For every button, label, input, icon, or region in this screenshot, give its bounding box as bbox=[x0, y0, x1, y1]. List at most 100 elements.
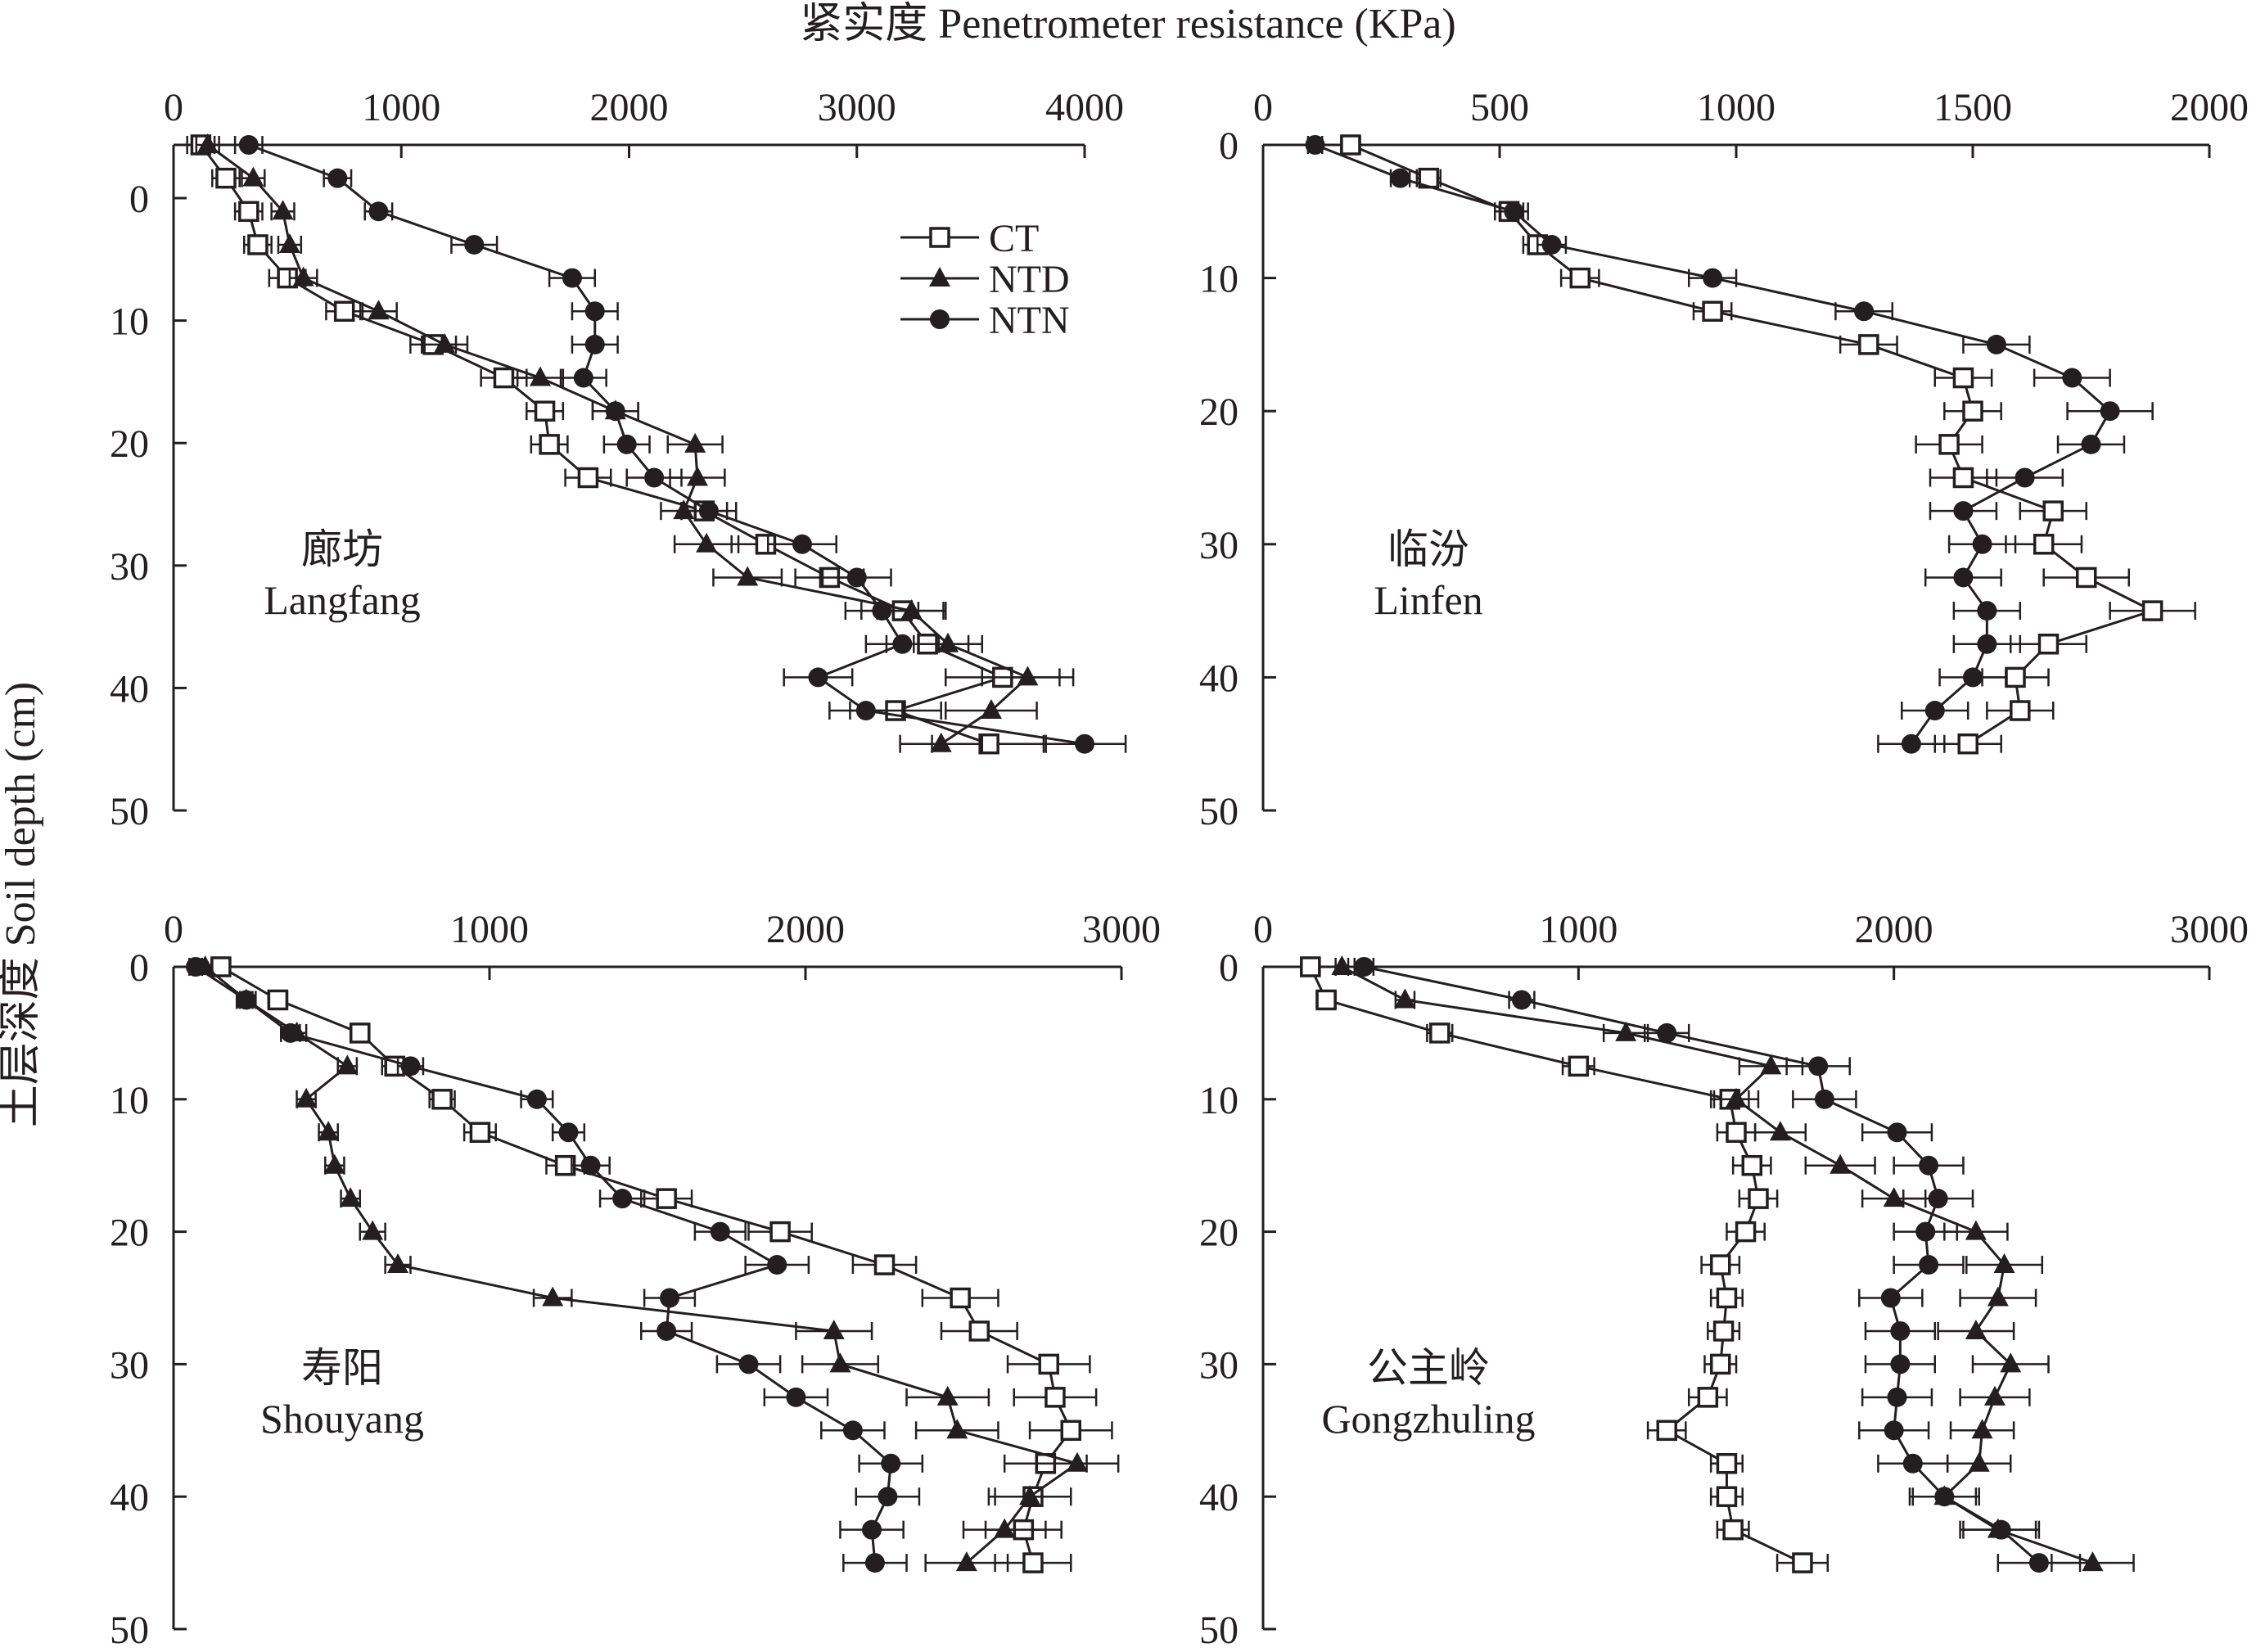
marker-ntn-circle bbox=[808, 667, 828, 688]
marker-ntd-triangle bbox=[362, 1220, 384, 1240]
marker-ct-square bbox=[1716, 1486, 1738, 1507]
marker-ntn-circle bbox=[2100, 401, 2120, 422]
legend-label-ntn: NTN bbox=[989, 299, 1070, 342]
series-ct bbox=[1299, 956, 1829, 1573]
marker-ntn-circle bbox=[881, 1453, 901, 1474]
marker-ntd-triangle bbox=[387, 1253, 409, 1274]
y-tick-label: 30 bbox=[1199, 524, 1239, 567]
y-tick-label: 50 bbox=[1199, 1609, 1239, 1652]
marker-ntn-circle bbox=[786, 1387, 806, 1407]
y-tick-label: 10 bbox=[110, 300, 149, 344]
panel-top-right: 0 500 1000 1500 2000 0 10 20 30 40 50 临汾 Linfen bbox=[1199, 86, 2249, 833]
marker-ntd-triangle bbox=[1769, 1121, 1791, 1141]
marker-ntd-triangle bbox=[1965, 1220, 1987, 1240]
marker-ntn-circle bbox=[862, 1519, 882, 1540]
marker-ntn-circle bbox=[698, 501, 719, 521]
marker-ntd-triangle bbox=[196, 133, 219, 153]
marker-ct-square bbox=[493, 367, 515, 389]
series-line bbox=[1315, 143, 2112, 745]
marker-ct-square bbox=[2075, 566, 2097, 589]
marker-ct-square bbox=[215, 167, 237, 189]
marker-ntn-circle bbox=[1808, 1056, 1829, 1077]
marker-ntn-circle bbox=[464, 234, 485, 255]
marker-ntn-circle bbox=[1986, 334, 2006, 354]
marker-ct-square bbox=[873, 1254, 896, 1275]
marker-ct-square bbox=[1962, 400, 1983, 422]
marker-ntd-triangle bbox=[929, 267, 950, 287]
series-ntn bbox=[1305, 135, 2154, 754]
x-tick-label: 4000 bbox=[1045, 86, 1124, 129]
marker-ct-square bbox=[1038, 1353, 1059, 1375]
x-tick-label: 0 bbox=[1253, 908, 1273, 951]
marker-ct-square bbox=[1569, 267, 1591, 289]
marker-ntn-circle bbox=[872, 601, 892, 621]
marker-ntn-circle bbox=[368, 201, 389, 222]
marker-ntn-circle bbox=[644, 467, 665, 488]
x-tick-label: 3000 bbox=[1082, 908, 1161, 951]
marker-ntn-circle bbox=[930, 309, 950, 329]
marker-ct-square bbox=[238, 201, 259, 223]
marker-ntn-circle bbox=[236, 990, 256, 1010]
marker-ntn-circle bbox=[1977, 634, 1997, 654]
marker-ntn-circle bbox=[846, 567, 867, 588]
y-tick-label: 0 bbox=[129, 178, 149, 221]
marker-ntn-circle bbox=[605, 401, 625, 422]
x-tick-label: 1000 bbox=[1697, 86, 1775, 129]
panel-label-cn: 临汾 bbox=[1387, 526, 1469, 572]
marker-ct-square bbox=[1697, 1387, 1719, 1408]
marker-ntd-triangle bbox=[980, 699, 1002, 720]
marker-ntd-triangle bbox=[1615, 1021, 1637, 1041]
panel-label-en: Shouyang bbox=[260, 1396, 424, 1442]
legend-label-ct: CT bbox=[989, 217, 1039, 260]
marker-ntd-triangle bbox=[937, 632, 959, 652]
marker-ntn-circle bbox=[1814, 1089, 1834, 1109]
marker-ntn-circle bbox=[1504, 201, 1524, 222]
marker-ntd-triangle bbox=[336, 1054, 359, 1075]
marker-ct-square bbox=[2010, 700, 2031, 721]
marker-ct-square bbox=[1060, 1420, 1081, 1442]
marker-ct-square bbox=[950, 1287, 971, 1309]
series-line bbox=[248, 143, 1085, 746]
y-tick-label: 40 bbox=[110, 667, 149, 711]
y-tick-label: 20 bbox=[1199, 390, 1239, 434]
marker-ct-square bbox=[349, 1022, 371, 1044]
y-tick-label: 0 bbox=[1219, 946, 1239, 990]
marker-ntn-circle bbox=[2028, 1553, 2049, 1573]
marker-ct-square bbox=[1568, 1055, 1590, 1077]
marker-ntn-circle bbox=[1075, 733, 1094, 754]
marker-ntn-circle bbox=[1890, 1320, 1911, 1341]
x-tick-label: 2000 bbox=[2170, 86, 2249, 129]
marker-ntn-circle bbox=[1915, 1221, 1936, 1242]
marker-ntn-circle bbox=[526, 1089, 547, 1109]
series-ntn bbox=[1353, 957, 2082, 1573]
marker-ct-square bbox=[1045, 1387, 1066, 1408]
marker-ct-square bbox=[1429, 1022, 1451, 1044]
marker-ct-square bbox=[1340, 134, 1361, 156]
y-tick-label: 20 bbox=[1199, 1212, 1239, 1255]
marker-ntn-circle bbox=[1887, 1122, 1907, 1143]
marker-ntn-circle bbox=[767, 1255, 787, 1275]
marker-ct-square bbox=[1315, 989, 1337, 1011]
y-tick-label: 40 bbox=[110, 1476, 149, 1519]
marker-ct-square bbox=[267, 989, 289, 1011]
series-ct bbox=[210, 956, 1113, 1573]
marker-ntn-circle bbox=[238, 135, 259, 155]
marker-ntd-triangle bbox=[1017, 666, 1039, 686]
x-axis-title: 紧实度 Penetrometer resistance (KPa) bbox=[800, 1, 1455, 47]
marker-ct-square bbox=[1952, 367, 1974, 389]
marker-ntn-circle bbox=[1924, 701, 1945, 721]
series-ntn bbox=[233, 135, 1127, 754]
marker-ntn-circle bbox=[186, 957, 206, 977]
marker-ntn-circle bbox=[573, 368, 593, 388]
marker-ct-square bbox=[1741, 1154, 1763, 1176]
x-tick-label: 1000 bbox=[362, 86, 440, 129]
marker-ct-square bbox=[469, 1122, 491, 1143]
marker-ct-square bbox=[1300, 956, 1321, 977]
marker-ntn-circle bbox=[1953, 567, 1974, 588]
marker-ntn-circle bbox=[1854, 301, 1875, 322]
marker-ct-square bbox=[1022, 1552, 1044, 1573]
marker-ntd-triangle bbox=[368, 300, 390, 320]
marker-ct-square bbox=[1748, 1188, 1769, 1209]
marker-ntn-circle bbox=[855, 701, 876, 721]
x-tick-label: 500 bbox=[1470, 86, 1529, 129]
